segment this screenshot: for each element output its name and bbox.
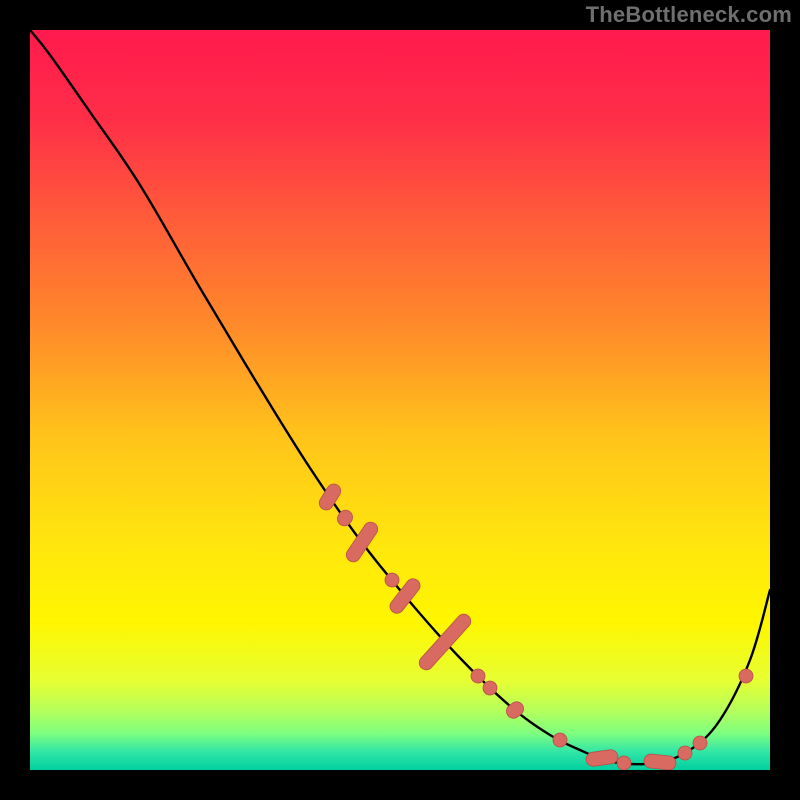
chart-svg: [0, 0, 800, 800]
marker-cluster: [617, 756, 631, 770]
chart-canvas: TheBottleneck.com: [0, 0, 800, 800]
plot-background: [30, 30, 770, 770]
watermark-text: TheBottleneck.com: [586, 2, 792, 28]
